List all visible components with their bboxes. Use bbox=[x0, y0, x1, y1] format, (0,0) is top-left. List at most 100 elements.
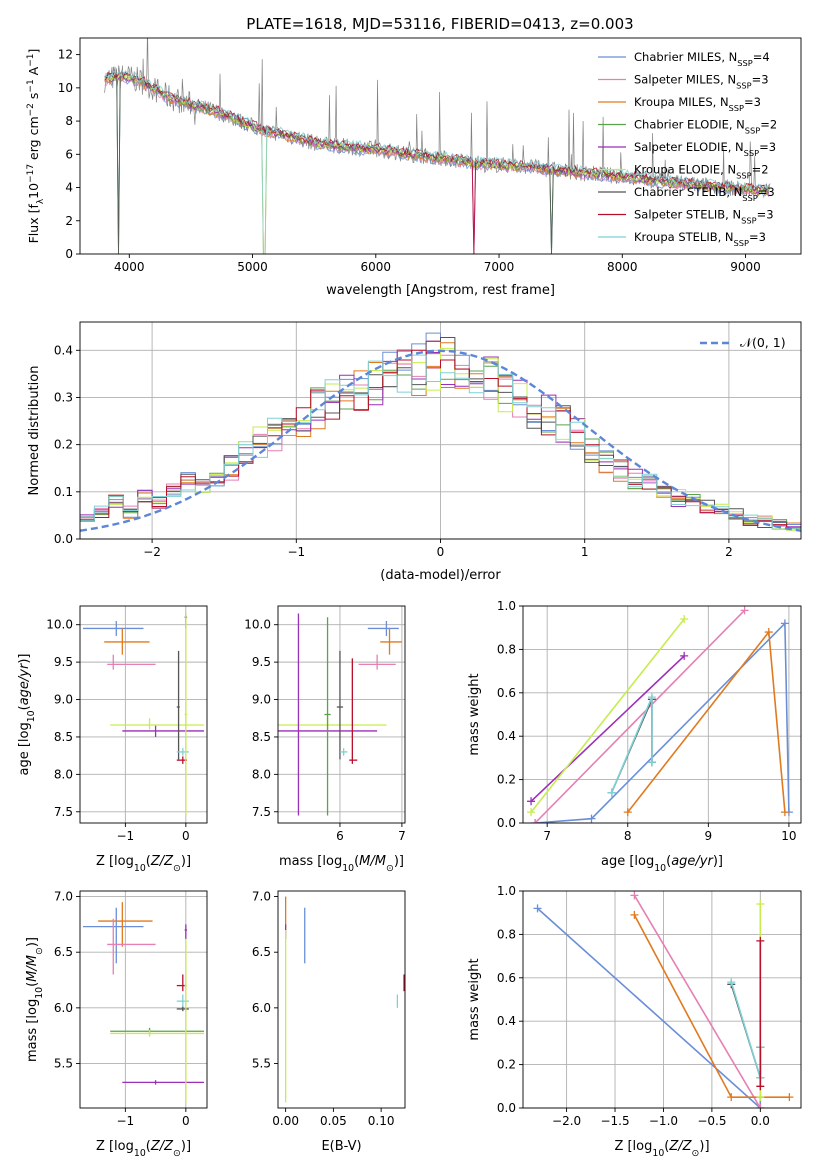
plot-Z_mass: −1 0 5.5 6.0 6.5 7.0 bbox=[54, 890, 208, 1128]
plot-age_weight: 7 8 9 10 0.0 0.2 0.4 0.6 0.8 1.0 bbox=[497, 599, 802, 843]
series-line-salpeter_miles bbox=[534, 609, 746, 823]
series-line-salpeter_miles bbox=[633, 894, 761, 1108]
x-tick-label: 7000 bbox=[484, 260, 515, 274]
errorbar bbox=[176, 974, 186, 992]
y-tick-label: 0.6 bbox=[497, 971, 516, 985]
point-marker bbox=[527, 797, 536, 806]
axes-border bbox=[277, 890, 406, 1109]
axes-frame: 6 7 7.5 8.0 8.5 9.0 9.5 10.0 bbox=[244, 605, 406, 843]
legend: Chabrier MILES, NSSP=4 Salpeter MILES, NS… bbox=[598, 50, 777, 248]
x-tick-label: 10 bbox=[781, 829, 796, 843]
x-tick-label: 5000 bbox=[237, 260, 268, 274]
axes-frame: −1 0 5.5 6.0 6.5 7.0 bbox=[54, 890, 208, 1128]
x-tick-label: 0.05 bbox=[320, 1114, 347, 1128]
x-axis-label: E(B-V) bbox=[321, 1139, 361, 1154]
errorbar bbox=[107, 654, 156, 670]
plot-spectrum: 4000 5000 6000 7000 8000 9000 0 2 4 6 8 10 12 Chabrie… bbox=[58, 37, 802, 274]
plot-area bbox=[533, 891, 794, 1108]
legend-entry: Kroupa ELODIE, NSSP=2 bbox=[634, 163, 769, 181]
y-tick-label: 6.5 bbox=[252, 945, 271, 959]
point-marker bbox=[756, 900, 765, 909]
plot-Z_weight: −2.0 −1.5 −1.0 −0.5 0.0 0.0 0.2 0.4 0.6 0.8 1.0 bbox=[497, 884, 802, 1128]
legend-entry: Kroupa STELIB, NSSP=3 bbox=[634, 230, 766, 248]
y-tick-label: 8 bbox=[65, 114, 73, 128]
errorbar bbox=[380, 628, 402, 655]
legend-entry: Salpeter ELODIE, NSSP=3 bbox=[634, 140, 776, 158]
y-tick-label: 10 bbox=[58, 81, 73, 95]
x-axis-label: mass [log10(M/M⊙)] bbox=[279, 854, 404, 874]
point-marker bbox=[527, 808, 536, 817]
errorbar bbox=[83, 620, 144, 636]
legend-entry: Chabrier STELIB, NSSP=3 bbox=[634, 185, 775, 203]
x-tick-label: 2 bbox=[725, 545, 733, 559]
y-tick-label: 8.0 bbox=[54, 767, 73, 781]
plot-Z_age: −1 0 7.5 8.0 8.5 9.0 9.5 10.0 bbox=[46, 605, 208, 843]
y-tick-label: 7.0 bbox=[54, 890, 73, 904]
plot-mass_age: 6 7 7.5 8.0 8.5 9.0 9.5 10.0 bbox=[244, 605, 406, 843]
point-marker bbox=[740, 606, 749, 615]
normal-curve-line bbox=[80, 349, 801, 532]
point-marker bbox=[727, 978, 736, 987]
y-tick-label: 10.0 bbox=[244, 618, 271, 632]
y-tick-label: 8.5 bbox=[252, 730, 271, 744]
point-marker bbox=[647, 758, 656, 767]
x-tick-label: 9 bbox=[705, 829, 713, 843]
plot-area bbox=[83, 902, 204, 1103]
axes-frame: 7 8 9 10 0.0 0.2 0.4 0.6 0.8 1.0 bbox=[497, 599, 802, 843]
errorbar bbox=[349, 658, 358, 764]
figure-title: PLATE=1618, MJD=53116, FIBERID=0413, z=0… bbox=[246, 15, 633, 33]
plot-area bbox=[104, 38, 771, 254]
point-marker bbox=[756, 1082, 765, 1091]
y-tick-label: 7.0 bbox=[252, 890, 271, 904]
y-tick-label: 0.6 bbox=[497, 686, 516, 700]
y-axis-label: Normed distribution bbox=[27, 366, 42, 496]
point-marker bbox=[780, 808, 789, 817]
x-tick-label: −0.5 bbox=[697, 1114, 726, 1128]
x-axis-label: wavelength [Angstrom, rest frame] bbox=[326, 283, 555, 298]
histogram-chabrier_stelib bbox=[80, 337, 801, 529]
y-tick-label: 2 bbox=[65, 214, 73, 228]
errorbar bbox=[110, 718, 204, 730]
y-axis-label: mass weight bbox=[467, 673, 482, 755]
x-axis-label: Z [log10(Z/Z⊙)] bbox=[614, 1139, 709, 1159]
y-tick-label: 5.5 bbox=[54, 1056, 73, 1070]
errorbar bbox=[184, 924, 188, 939]
errorbar bbox=[98, 902, 153, 947]
y-tick-label: 0.0 bbox=[497, 1101, 516, 1115]
y-tick-label: 0.1 bbox=[54, 485, 73, 499]
y-tick-label: 6.0 bbox=[252, 1001, 271, 1015]
point-marker bbox=[785, 1093, 794, 1102]
errorbar bbox=[107, 918, 156, 975]
x-tick-label: 0.00 bbox=[272, 1114, 299, 1128]
axes-frame: 4000 5000 6000 7000 8000 9000 0 2 4 6 8 10 12 Chabrie… bbox=[58, 37, 802, 274]
plot-area bbox=[527, 606, 793, 823]
y-tick-label: 8.0 bbox=[252, 767, 271, 781]
point-marker bbox=[587, 814, 596, 823]
model-line-kroupa_stelib bbox=[104, 68, 770, 254]
errorbar bbox=[122, 725, 204, 737]
errorbar bbox=[122, 1080, 204, 1085]
point-marker bbox=[780, 619, 789, 628]
y-tick-label: 0.2 bbox=[497, 1058, 516, 1072]
y-axis-label: mass weight bbox=[467, 958, 482, 1040]
errorbar bbox=[324, 617, 331, 816]
x-tick-label: 8000 bbox=[607, 260, 638, 274]
x-tick-label: 9000 bbox=[730, 260, 761, 274]
y-tick-label: 0.2 bbox=[497, 773, 516, 787]
y-tick-label: 0.8 bbox=[497, 927, 516, 941]
point-marker bbox=[630, 910, 639, 919]
errorbar bbox=[184, 929, 188, 1103]
y-axis-label: age [log10(age/yr)] bbox=[17, 653, 37, 775]
series-line-salpeter_elodie bbox=[530, 655, 685, 802]
axes-frame: −2 −1 0 1 2 0.0 0.1 0.2 0.3 0.4 𝒩(0, 1) bbox=[54, 321, 802, 559]
x-tick-label: 4000 bbox=[114, 260, 145, 274]
x-axis-label: (data-model)/error bbox=[380, 568, 501, 583]
point-marker bbox=[756, 1104, 765, 1108]
errorbar bbox=[110, 1030, 204, 1037]
x-tick-label: −2.0 bbox=[552, 1114, 581, 1128]
histogram-kroupa_stelib bbox=[80, 354, 801, 530]
series-line-kroupa_elodie bbox=[530, 618, 685, 813]
errorbar bbox=[176, 1006, 189, 1012]
x-tick-label: 7 bbox=[398, 829, 406, 843]
